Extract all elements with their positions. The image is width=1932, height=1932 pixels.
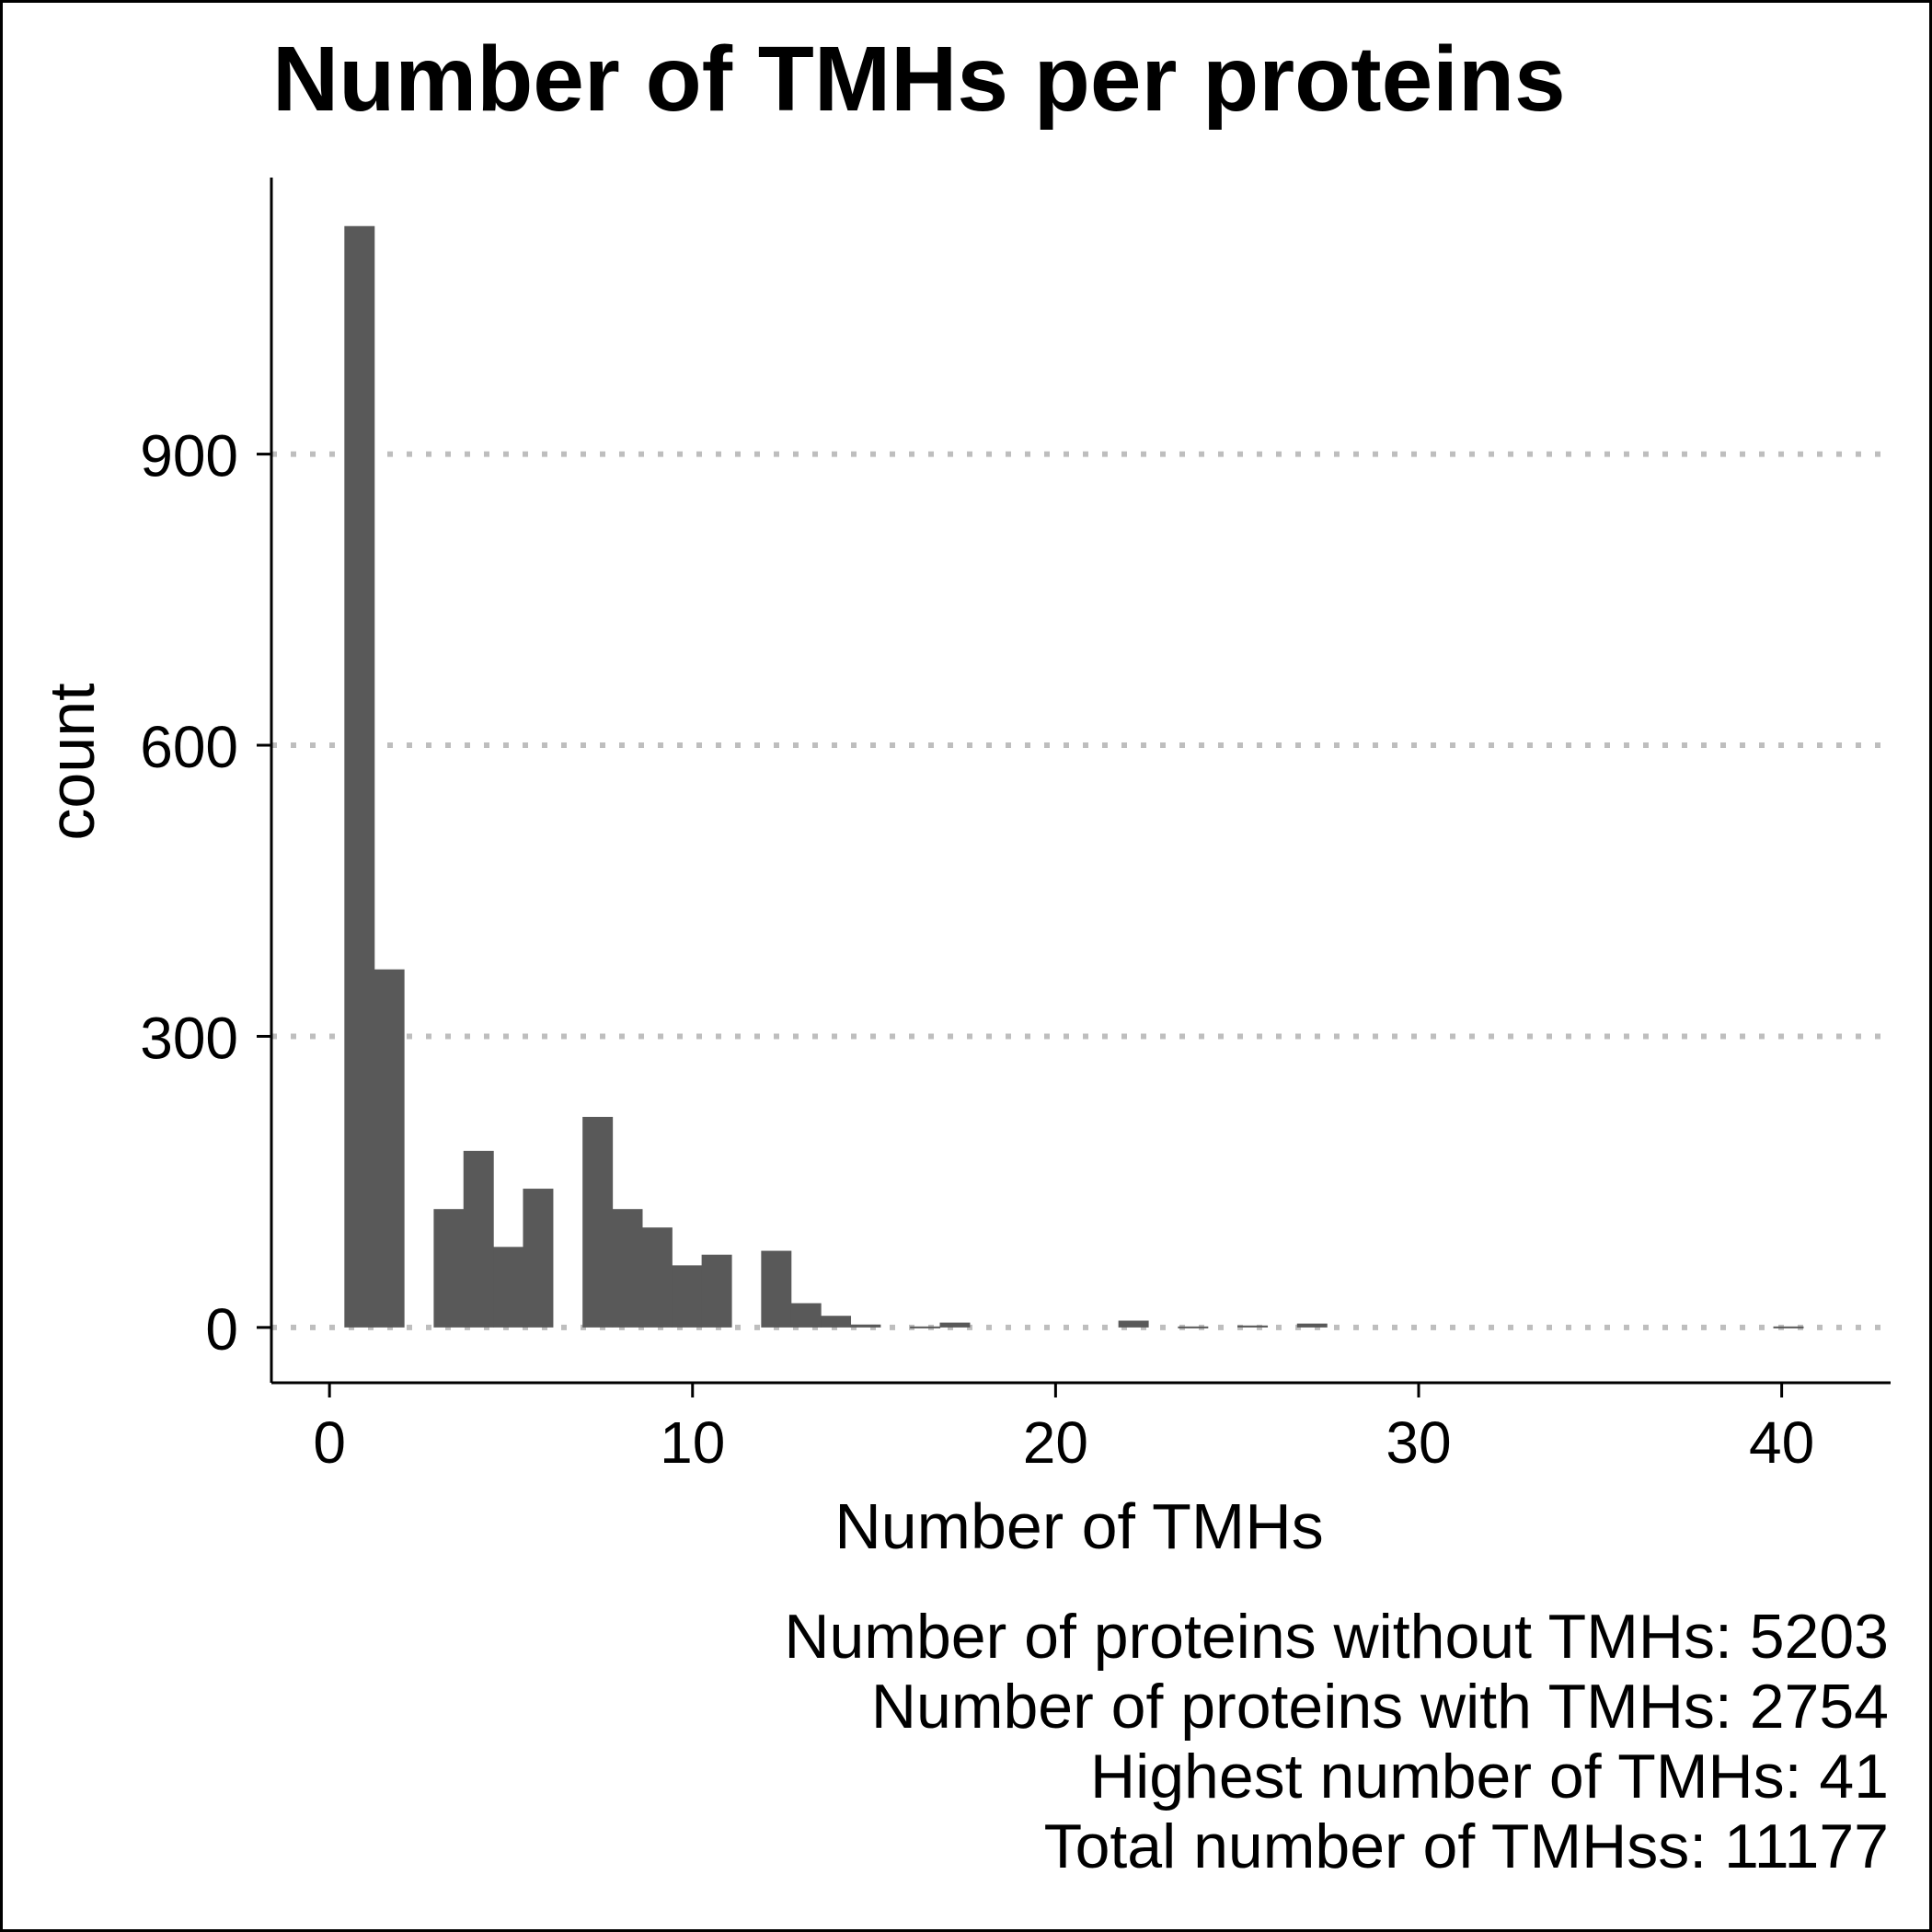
histogram-plot: 0 300 600 900 0 10 20 30 40 Number of TMHs count (36, 178, 1891, 1562)
histogram-bar (1296, 1323, 1328, 1328)
caption-line-total-tmhs: Total number of TMHss: 11177 (1043, 1811, 1889, 1881)
caption-line-highest-tmhs: Highest number of TMHs: 41 (1090, 1742, 1889, 1811)
y-tick-label: 0 (205, 1296, 238, 1363)
gridlines (271, 451, 1891, 1330)
x-tick-label: 30 (1386, 1409, 1451, 1476)
x-tick-label: 40 (1749, 1409, 1814, 1476)
histogram-bar (761, 1250, 792, 1328)
histogram-bar (523, 1189, 554, 1328)
histogram-bar (672, 1265, 703, 1328)
histogram-bar (493, 1247, 524, 1328)
x-tick-label: 0 (313, 1409, 346, 1476)
histogram-bar (582, 1116, 614, 1328)
summary-caption: Number of proteins without TMHs: 5203 Nu… (784, 1602, 1889, 1881)
histogram-bar (641, 1227, 673, 1328)
y-tick-label: 600 (140, 714, 238, 780)
caption-line-without-tmhs: Number of proteins without TMHs: 5203 (784, 1602, 1889, 1672)
histogram-bar (910, 1326, 941, 1328)
y-tick-label: 900 (140, 423, 238, 489)
histogram-bar (1178, 1326, 1209, 1328)
chart-title: Number of TMHs per proteins (272, 28, 1566, 131)
histogram-bar (612, 1209, 643, 1328)
histogram-bar (1773, 1326, 1804, 1328)
x-tick-label: 20 (1023, 1409, 1088, 1476)
histogram-bar (463, 1150, 494, 1328)
histogram-bar (939, 1322, 971, 1328)
histogram-bar (344, 225, 375, 1328)
histogram-bar (821, 1316, 852, 1328)
axis-ticks: 0 300 600 900 0 10 20 30 40 (140, 423, 1814, 1476)
y-tick-label: 300 (140, 1005, 238, 1071)
histogram-bar (790, 1303, 822, 1328)
histogram-bar (1118, 1320, 1149, 1328)
histogram-bars (344, 225, 1804, 1328)
histogram-bar (850, 1324, 881, 1328)
axes (270, 178, 1891, 1385)
x-axis-label: Number of TMHs (834, 1490, 1324, 1562)
y-axis-label: count (36, 683, 108, 840)
histogram-bar (701, 1254, 732, 1328)
histogram-bar (1237, 1325, 1269, 1328)
x-tick-label: 10 (660, 1409, 725, 1476)
caption-line-with-tmhs: Number of proteins with TMHs: 2754 (870, 1672, 1889, 1742)
histogram-bar (374, 969, 405, 1328)
histogram-bar (433, 1209, 465, 1328)
